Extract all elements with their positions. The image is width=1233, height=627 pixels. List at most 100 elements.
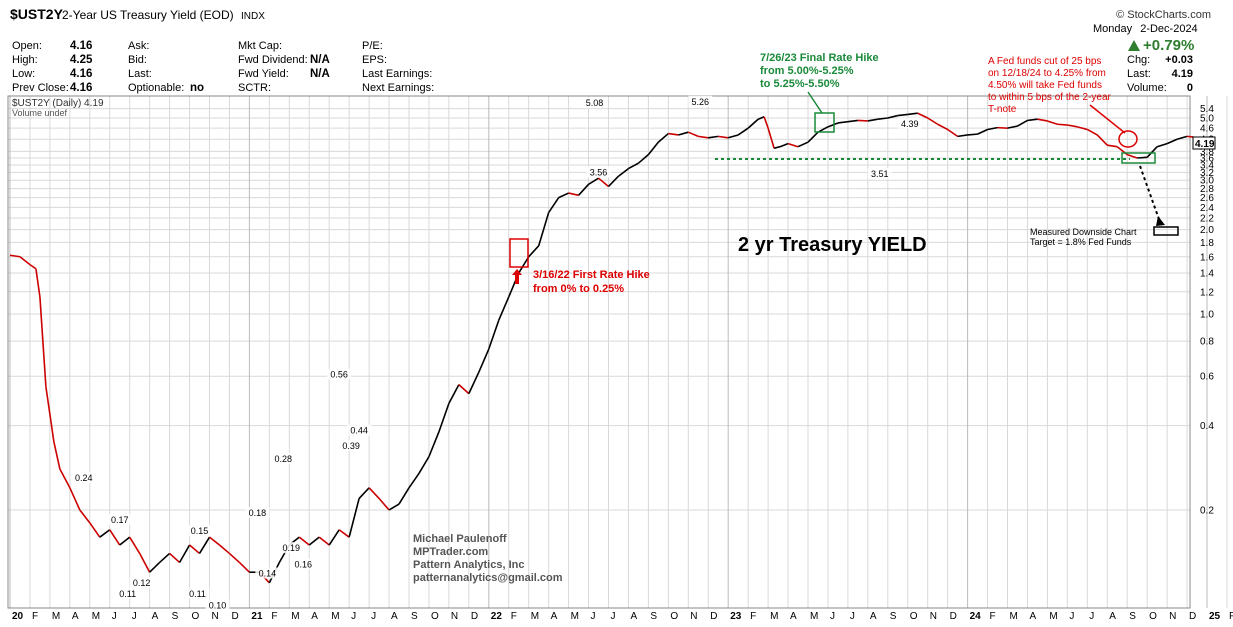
x-tick-label: M bbox=[770, 611, 778, 622]
peak-label: 0.11 bbox=[189, 589, 206, 599]
y-tick-label: 2.2 bbox=[1200, 213, 1214, 224]
peak-label: 0.39 bbox=[342, 441, 360, 451]
series-segment bbox=[468, 371, 480, 394]
quote-label: Ask: bbox=[128, 40, 150, 52]
series-segment bbox=[598, 177, 610, 188]
series-segment bbox=[678, 131, 689, 136]
series-segment bbox=[698, 135, 709, 139]
y-tick-label: 2.6 bbox=[1200, 193, 1214, 204]
series-segment bbox=[937, 123, 949, 131]
series-segment bbox=[378, 497, 390, 511]
peak-label-bg bbox=[339, 440, 364, 452]
fed-cut-pointer bbox=[1089, 104, 1126, 134]
series-segment bbox=[1107, 144, 1118, 148]
x-tick-label: S bbox=[890, 611, 897, 622]
series-segment bbox=[448, 384, 460, 404]
peak-label-bg bbox=[867, 168, 892, 180]
series-segment bbox=[478, 348, 490, 373]
series-segment bbox=[1057, 123, 1068, 126]
x-tick-label: F bbox=[271, 611, 277, 622]
x-tick-label: N bbox=[930, 611, 937, 622]
quote-value: 0 bbox=[1186, 82, 1193, 94]
series-segment bbox=[138, 553, 151, 573]
x-tick-label: A bbox=[790, 611, 797, 622]
peak-label-bg bbox=[205, 599, 230, 611]
quote-value: 4.25 bbox=[70, 54, 93, 66]
y-tick-label: 1.6 bbox=[1200, 252, 1214, 263]
credit-block: Michael Paulenoff MPTrader.com Pattern A… bbox=[413, 533, 563, 584]
series-segment bbox=[328, 529, 340, 546]
series-segment bbox=[418, 456, 430, 474]
grid bbox=[8, 96, 1228, 608]
target-box bbox=[1153, 226, 1179, 236]
series-segment bbox=[149, 561, 161, 573]
fed-cut-line-1: A Fed funds cut of 25 bps bbox=[988, 56, 1101, 67]
credit-line-1: Michael Paulenoff bbox=[413, 533, 507, 545]
x-tick-label: D bbox=[950, 611, 957, 622]
series-segment bbox=[837, 120, 849, 124]
x-tick-label: A bbox=[630, 611, 637, 622]
chart-header: $UST2Y 2-Year US Treasury Yield (EOD) IN… bbox=[0, 0, 1233, 96]
peak-label: 0.11 bbox=[119, 589, 136, 599]
y-tick-label: 3.2 bbox=[1200, 168, 1214, 179]
x-tick-label: 20 bbox=[12, 611, 24, 622]
series-segment bbox=[89, 522, 101, 538]
series-segment bbox=[368, 487, 380, 499]
first-hike-box bbox=[509, 238, 529, 268]
x-tick-label: J bbox=[830, 611, 835, 622]
series-segment bbox=[488, 319, 500, 350]
series-segment bbox=[687, 131, 699, 138]
x-tick-label: O bbox=[192, 611, 200, 622]
fed-cut-note: A Fed funds cut of 25 bps on 12/18/24 to… bbox=[988, 56, 1112, 115]
series-segment bbox=[1007, 125, 1018, 129]
current-circle bbox=[1118, 130, 1138, 148]
peak-label: 0.56 bbox=[330, 370, 348, 380]
series-segment bbox=[647, 141, 660, 156]
first-hike-line-1: 3/16/22 First Rate Hike bbox=[533, 269, 650, 281]
quote-label: Bid: bbox=[128, 54, 147, 66]
brand[interactable]: © StockCharts.com bbox=[1116, 9, 1211, 21]
series-segment bbox=[957, 134, 968, 138]
legend-line-2: Volume undef bbox=[12, 108, 68, 118]
peak-label: 0.18 bbox=[249, 508, 267, 518]
quote-label: Fwd Yield: bbox=[238, 68, 289, 80]
series-segment bbox=[617, 167, 629, 177]
series-segment bbox=[877, 117, 888, 121]
y-tick-label: 1.2 bbox=[1200, 287, 1214, 298]
peak-label-bg bbox=[255, 567, 280, 579]
x-tick-label: 25 bbox=[1209, 611, 1221, 622]
peak-label: 0.44 bbox=[350, 426, 368, 436]
peak-label: 0.17 bbox=[111, 515, 129, 525]
quote-value: +0.03 bbox=[1165, 54, 1193, 66]
peak-label: 0.14 bbox=[259, 568, 277, 578]
up-arrow-icon bbox=[512, 269, 522, 284]
y-tick-label: 1.4 bbox=[1200, 269, 1214, 280]
series-segment bbox=[298, 536, 310, 546]
series-segment bbox=[9, 254, 21, 258]
x-tick-label: A bbox=[311, 611, 318, 622]
series-segment bbox=[568, 192, 579, 197]
quote-value: 4.16 bbox=[70, 40, 93, 52]
quote-label: Chg: bbox=[1127, 54, 1151, 66]
series-segment bbox=[1137, 156, 1148, 159]
series-segment bbox=[1186, 135, 1194, 138]
fed-cut-line-4: to within 5 bps of the 2-year bbox=[988, 92, 1112, 103]
x-tick-label: O bbox=[431, 611, 439, 622]
y-tick-label: 0.4 bbox=[1200, 421, 1214, 432]
series-segment bbox=[19, 256, 31, 266]
series-segment bbox=[1017, 119, 1028, 127]
series-segment bbox=[1146, 146, 1158, 158]
series-segment bbox=[209, 536, 220, 546]
series-segment bbox=[1027, 118, 1038, 122]
series-segment bbox=[907, 112, 918, 116]
x-tick-label: F bbox=[990, 611, 996, 622]
series-segment bbox=[35, 268, 41, 298]
quote-value: N/A bbox=[310, 68, 330, 80]
series-segment bbox=[628, 162, 639, 170]
series-segment bbox=[398, 487, 410, 505]
series-segment bbox=[547, 197, 560, 214]
peak-label: 3.56 bbox=[590, 167, 608, 177]
series-segment bbox=[897, 113, 908, 117]
peak-label-bg bbox=[129, 577, 154, 589]
